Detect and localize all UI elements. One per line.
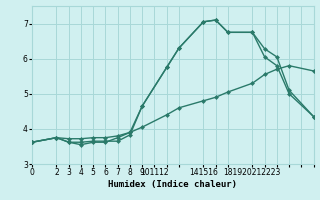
X-axis label: Humidex (Indice chaleur): Humidex (Indice chaleur): [108, 180, 237, 189]
